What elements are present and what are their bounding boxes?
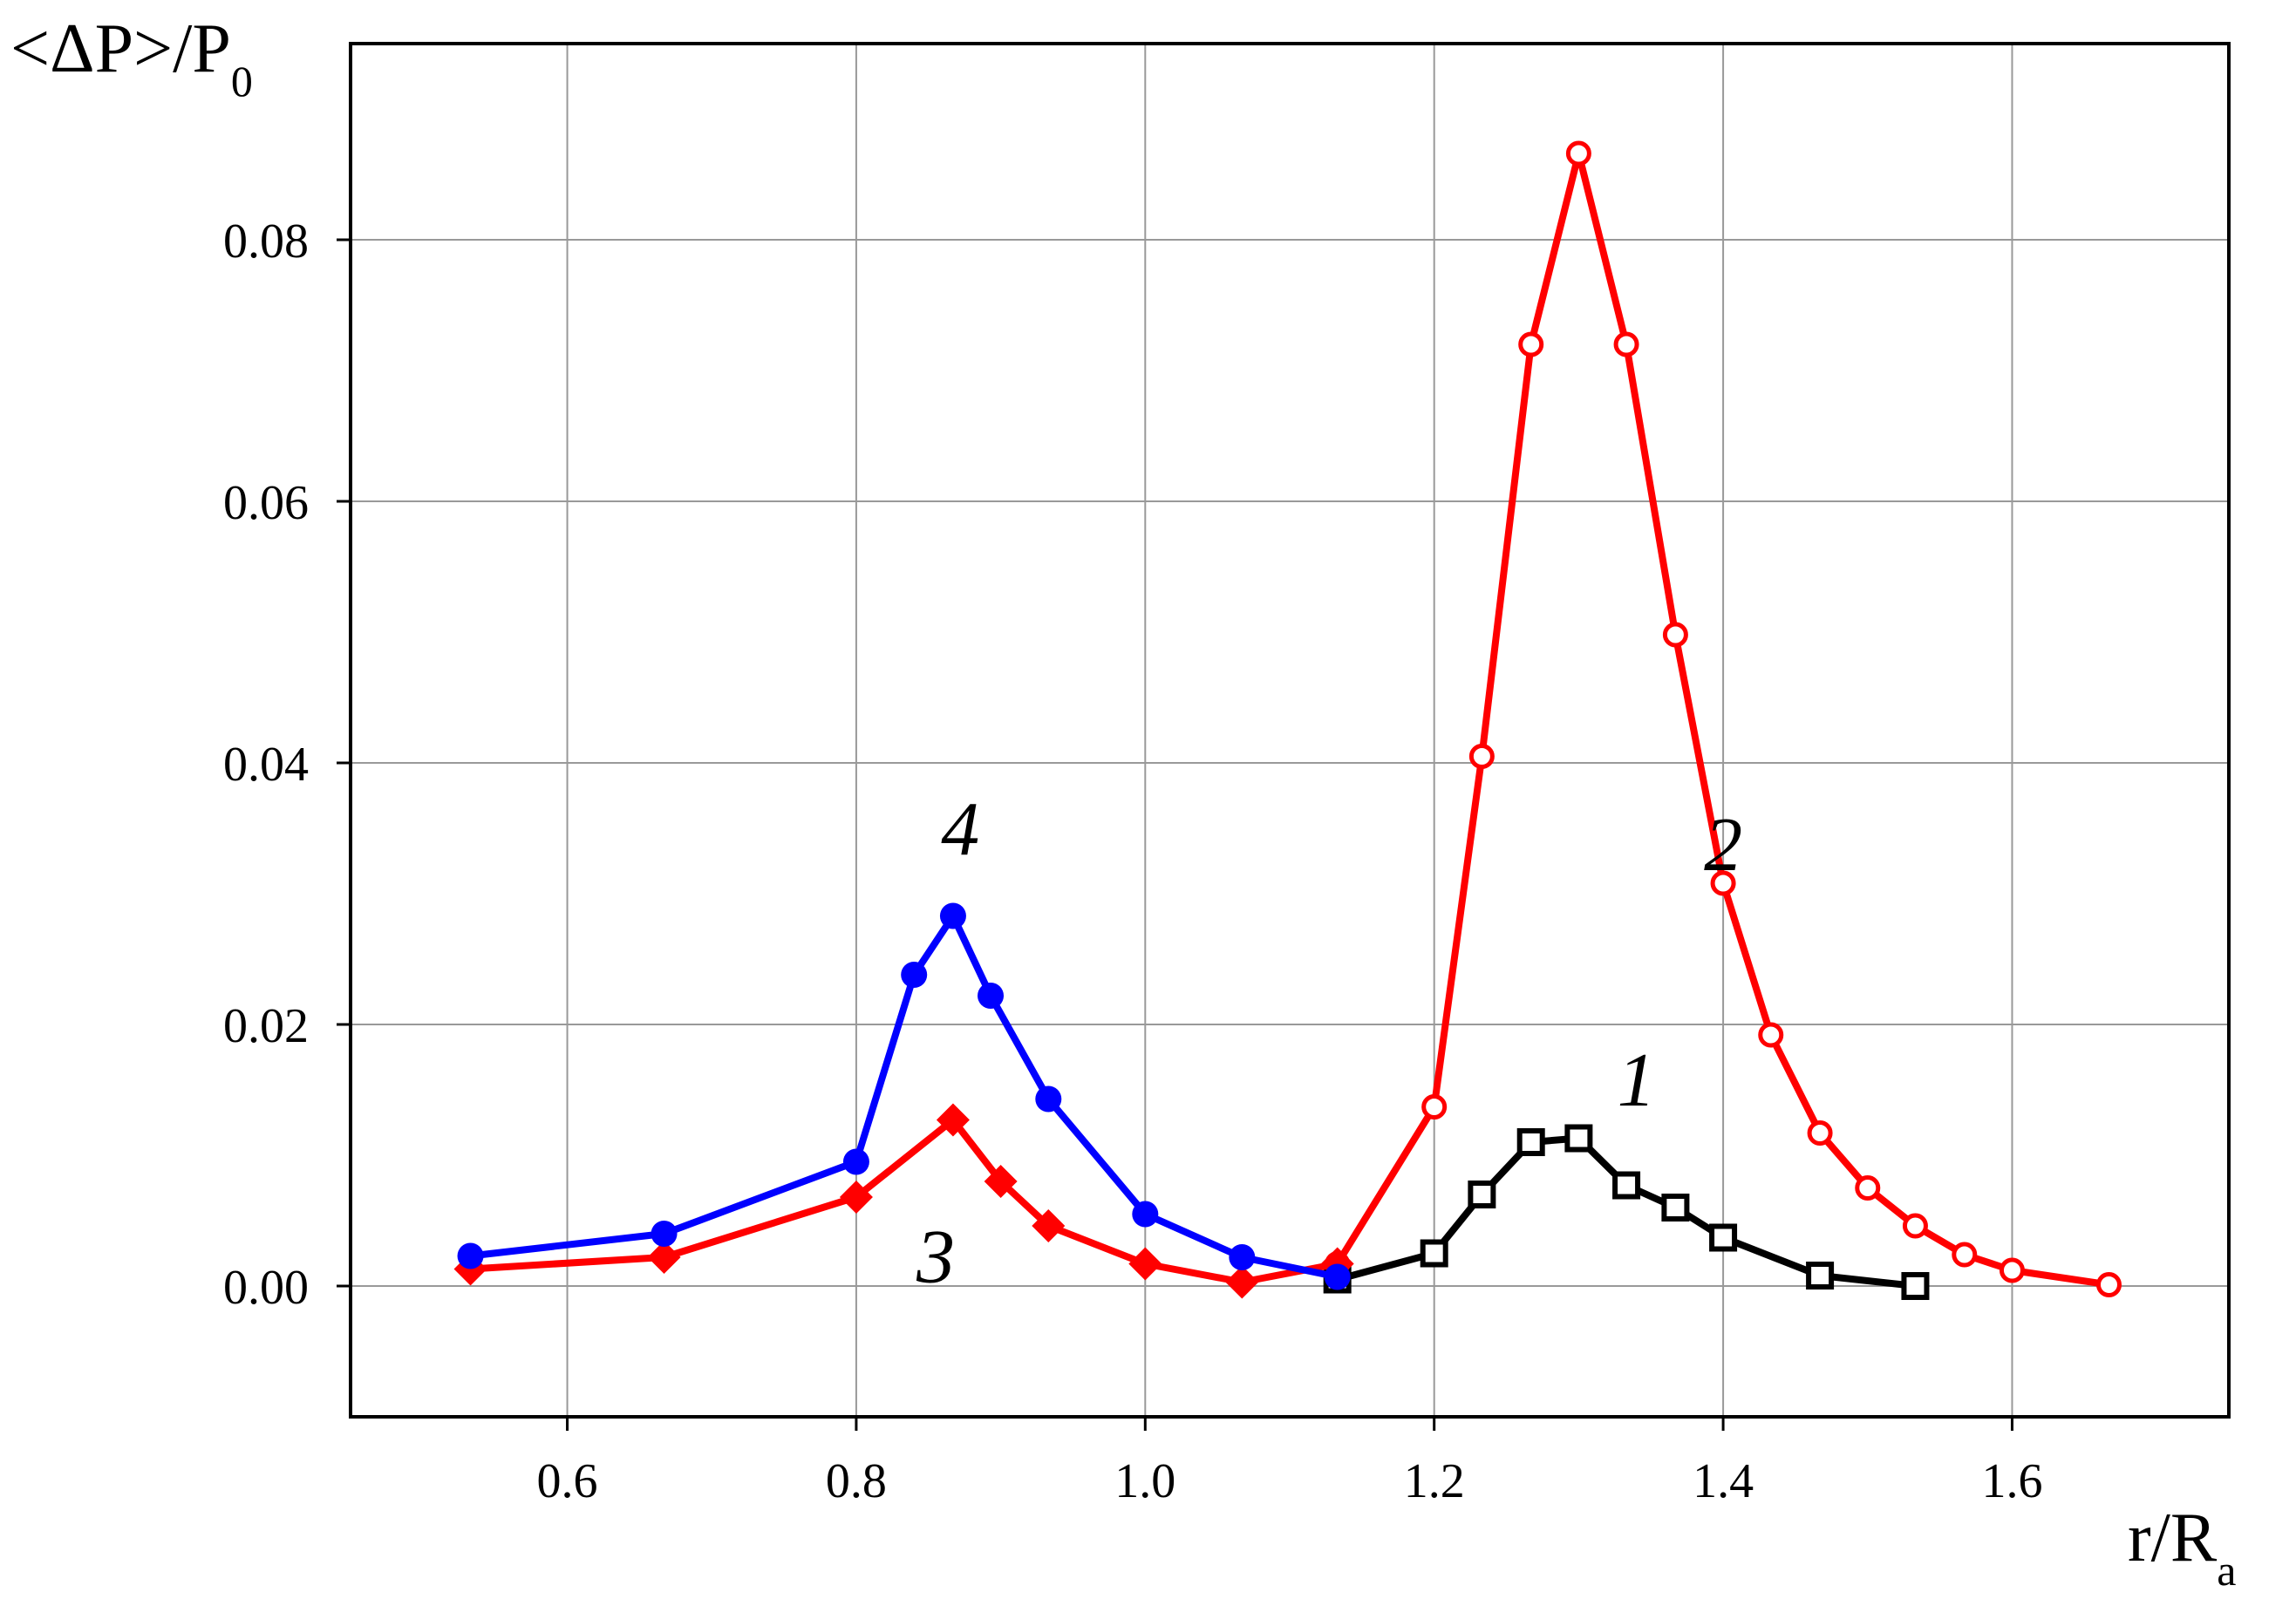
data-point-4-2 [842, 1148, 869, 1175]
data-point-2-5 [1613, 331, 1639, 357]
y-tick-label-2: 0.04 [223, 738, 309, 792]
data-point-3-7 [1225, 1265, 1259, 1299]
x-axis-label: r/Ra [2128, 1500, 2236, 1595]
data-point-1-8 [1806, 1262, 1835, 1290]
series-3: 3 [453, 1103, 1354, 1300]
data-point-4-3 [901, 962, 928, 988]
data-point-1-3 [1516, 1128, 1545, 1156]
x-tick-label-3: 1.2 [1404, 1454, 1465, 1508]
data-point-1-1 [1420, 1239, 1448, 1268]
data-point-2-1 [1421, 1094, 1448, 1119]
data-point-3-2 [839, 1181, 873, 1214]
data-point-4-1 [651, 1221, 678, 1247]
data-point-2-12 [1952, 1242, 1978, 1268]
series-layer: 1 2 3 4 [453, 140, 2122, 1300]
curve-label-2: 2 [1704, 803, 1742, 888]
y-tick-label-1: 0.02 [223, 999, 309, 1053]
series-line-4 [470, 912, 1339, 1281]
y-tick-label-0: 0.00 [223, 1261, 309, 1315]
data-point-1-2 [1468, 1181, 1496, 1208]
data-point-2-11 [1902, 1213, 1928, 1239]
grid [351, 44, 2229, 1417]
data-point-3-6 [1128, 1247, 1162, 1281]
data-point-4-8 [1229, 1244, 1256, 1270]
curve-label-4: 4 [941, 787, 979, 872]
data-point-2-13 [1999, 1257, 2025, 1283]
data-point-4-4 [939, 902, 966, 929]
data-point-1-5 [1612, 1171, 1641, 1200]
series-line-1 [1336, 1134, 1916, 1290]
data-point-2-9 [1807, 1120, 1833, 1146]
plot-frame [349, 42, 2231, 1419]
series-1: 1 [1323, 1038, 1930, 1300]
x-tick-label-4: 1.4 [1693, 1454, 1754, 1508]
data-point-4-6 [1035, 1085, 1062, 1113]
data-point-2-6 [1662, 622, 1688, 648]
series-2: 2 [1325, 140, 2122, 1297]
data-point-2-10 [1855, 1175, 1881, 1201]
data-point-3-3 [936, 1103, 970, 1137]
data-point-2-14 [2095, 1272, 2122, 1297]
data-point-4-7 [1132, 1201, 1159, 1228]
y-tick-label-4: 0.08 [223, 214, 309, 269]
curve-label-3: 3 [916, 1215, 955, 1300]
data-point-4-5 [978, 983, 1005, 1009]
series-line-3 [470, 1116, 1339, 1286]
ticks: 0.6 0.8 1.0 1.2 1.4 1.6 0.00 0.02 0.04 0.06 0.08 [223, 214, 2042, 1508]
x-tick-label-0: 0.6 [537, 1454, 598, 1508]
data-point-1-4 [1564, 1124, 1593, 1153]
data-point-2-4 [1565, 140, 1591, 167]
x-tick-label-2: 1.0 [1114, 1454, 1175, 1508]
data-point-1-9 [1901, 1272, 1930, 1300]
data-point-1-7 [1709, 1223, 1738, 1252]
data-point-2-3 [1518, 331, 1544, 357]
y-tick-label-3: 0.06 [223, 476, 309, 530]
y-axis-label: <ΔP>/P0 [10, 10, 253, 105]
data-point-3-4 [984, 1165, 1018, 1198]
curve-label-1: 1 [1618, 1038, 1656, 1123]
data-point-2-2 [1468, 744, 1495, 769]
x-tick-label-1: 0.8 [826, 1454, 887, 1508]
data-point-2-8 [1758, 1022, 1784, 1048]
x-tick-label-5: 1.6 [1981, 1454, 2042, 1508]
data-point-3-1 [647, 1241, 681, 1274]
data-point-4-0 [457, 1242, 484, 1269]
data-point-1-6 [1661, 1194, 1690, 1222]
data-point-2-7 [1710, 870, 1736, 896]
series-4: 4 [457, 787, 1351, 1290]
data-point-4-9 [1324, 1263, 1351, 1290]
data-point-3-5 [1032, 1209, 1066, 1242]
